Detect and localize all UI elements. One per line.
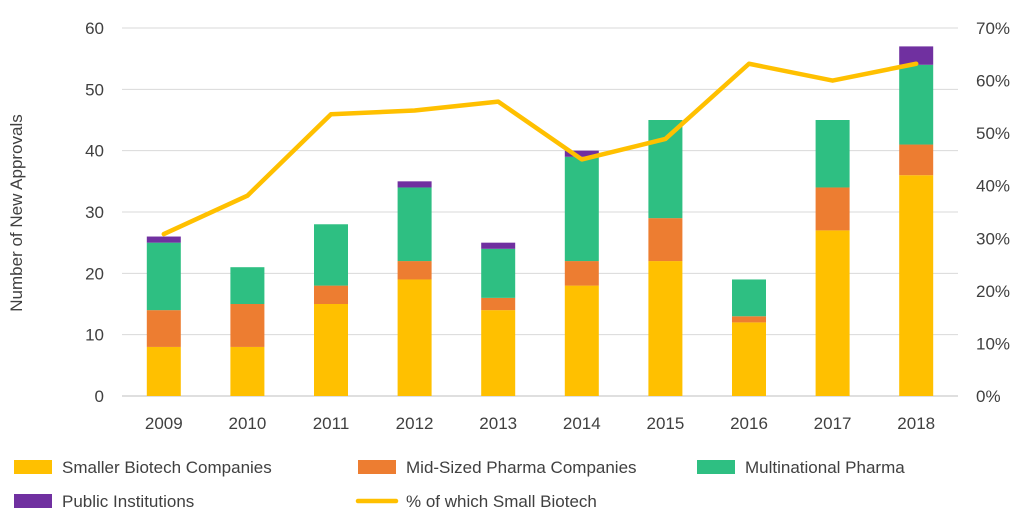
y2-tick-label: 20% bbox=[976, 282, 1010, 301]
bar-segment bbox=[398, 261, 432, 279]
legend-swatch bbox=[697, 460, 735, 474]
y-axis-left-ticks: 0 10 20 30 40 50 60 bbox=[85, 19, 104, 406]
y-tick-label: 20 bbox=[85, 264, 104, 283]
y-axis-right-ticks: 0% 10% 20% 30% 40% 50% 60% 70% bbox=[976, 19, 1010, 406]
legend-item: Smaller Biotech Companies bbox=[14, 458, 272, 477]
y-tick-label: 0 bbox=[95, 387, 104, 406]
bar-segment bbox=[481, 243, 515, 249]
bar-segment bbox=[816, 187, 850, 230]
legend: Smaller Biotech Companies Mid-Sized Pharm… bbox=[14, 458, 905, 511]
bar-segment bbox=[565, 157, 599, 261]
bar-segment bbox=[648, 218, 682, 261]
x-tick-label: 2016 bbox=[730, 414, 768, 433]
legend-label: Public Institutions bbox=[62, 492, 194, 511]
y2-tick-label: 40% bbox=[976, 177, 1010, 196]
legend-swatch bbox=[14, 460, 52, 474]
bar-segment bbox=[816, 230, 850, 396]
x-tick-label: 2009 bbox=[145, 414, 183, 433]
bar-segment bbox=[230, 304, 264, 347]
bar-segment bbox=[899, 65, 933, 145]
x-tick-label: 2018 bbox=[897, 414, 935, 433]
bar-segment bbox=[732, 322, 766, 396]
y-tick-label: 30 bbox=[85, 203, 104, 222]
y2-tick-label: 60% bbox=[976, 72, 1010, 91]
bar-segment bbox=[481, 298, 515, 310]
x-tick-label: 2015 bbox=[646, 414, 684, 433]
y2-tick-label: 50% bbox=[976, 124, 1010, 143]
bar-segment bbox=[732, 316, 766, 322]
bar-segment bbox=[147, 237, 181, 243]
bar-segment bbox=[147, 243, 181, 310]
bar-segment bbox=[398, 181, 432, 187]
bar-segment bbox=[398, 279, 432, 396]
bar-segment bbox=[398, 187, 432, 261]
x-axis-ticks: 2009 2010 2011 2012 2013 2014 2015 2016 2017 2018 bbox=[145, 414, 935, 433]
legend-item: % of which Small Biotech bbox=[358, 492, 597, 511]
bar-segment bbox=[314, 224, 348, 285]
legend-swatch bbox=[14, 494, 52, 508]
x-tick-label: 2011 bbox=[313, 414, 350, 433]
bar-segment bbox=[147, 347, 181, 396]
bar-segment bbox=[230, 267, 264, 304]
legend-label: Mid-Sized Pharma Companies bbox=[406, 458, 637, 477]
legend-item: Public Institutions bbox=[14, 492, 194, 511]
x-tick-label: 2010 bbox=[228, 414, 266, 433]
y-tick-label: 10 bbox=[85, 326, 104, 345]
bar-segment bbox=[899, 175, 933, 396]
legend-item: Mid-Sized Pharma Companies bbox=[358, 458, 637, 477]
bar-segment bbox=[648, 120, 682, 218]
y-tick-label: 40 bbox=[85, 142, 104, 161]
bar-segment bbox=[147, 310, 181, 347]
legend-label: % of which Small Biotech bbox=[406, 492, 597, 511]
bar-segment bbox=[481, 249, 515, 298]
y-axis-title: Number of New Approvals bbox=[7, 114, 26, 311]
bars bbox=[147, 46, 933, 396]
bar-segment bbox=[230, 347, 264, 396]
bar-segment bbox=[481, 310, 515, 396]
legend-swatch bbox=[358, 460, 396, 474]
bar-segment bbox=[565, 261, 599, 286]
legend-label: Multinational Pharma bbox=[745, 458, 905, 477]
x-tick-label: 2013 bbox=[479, 414, 517, 433]
y-tick-label: 60 bbox=[85, 19, 104, 38]
legend-item: Multinational Pharma bbox=[697, 458, 905, 477]
x-tick-label: 2014 bbox=[563, 414, 601, 433]
x-tick-label: 2017 bbox=[814, 414, 852, 433]
bar-segment bbox=[816, 120, 850, 187]
y2-tick-label: 70% bbox=[976, 19, 1010, 38]
bar-segment bbox=[314, 304, 348, 396]
y2-tick-label: 30% bbox=[976, 229, 1010, 248]
bar-segment bbox=[732, 279, 766, 316]
legend-label: Smaller Biotech Companies bbox=[62, 458, 272, 477]
y2-tick-label: 0% bbox=[976, 387, 1001, 406]
bar-segment bbox=[314, 286, 348, 304]
x-tick-label: 2012 bbox=[396, 414, 434, 433]
bar-segment bbox=[899, 145, 933, 176]
y2-tick-label: 10% bbox=[976, 334, 1010, 353]
y-tick-label: 50 bbox=[85, 80, 104, 99]
bar-segment bbox=[565, 286, 599, 396]
bar-segment bbox=[648, 261, 682, 396]
